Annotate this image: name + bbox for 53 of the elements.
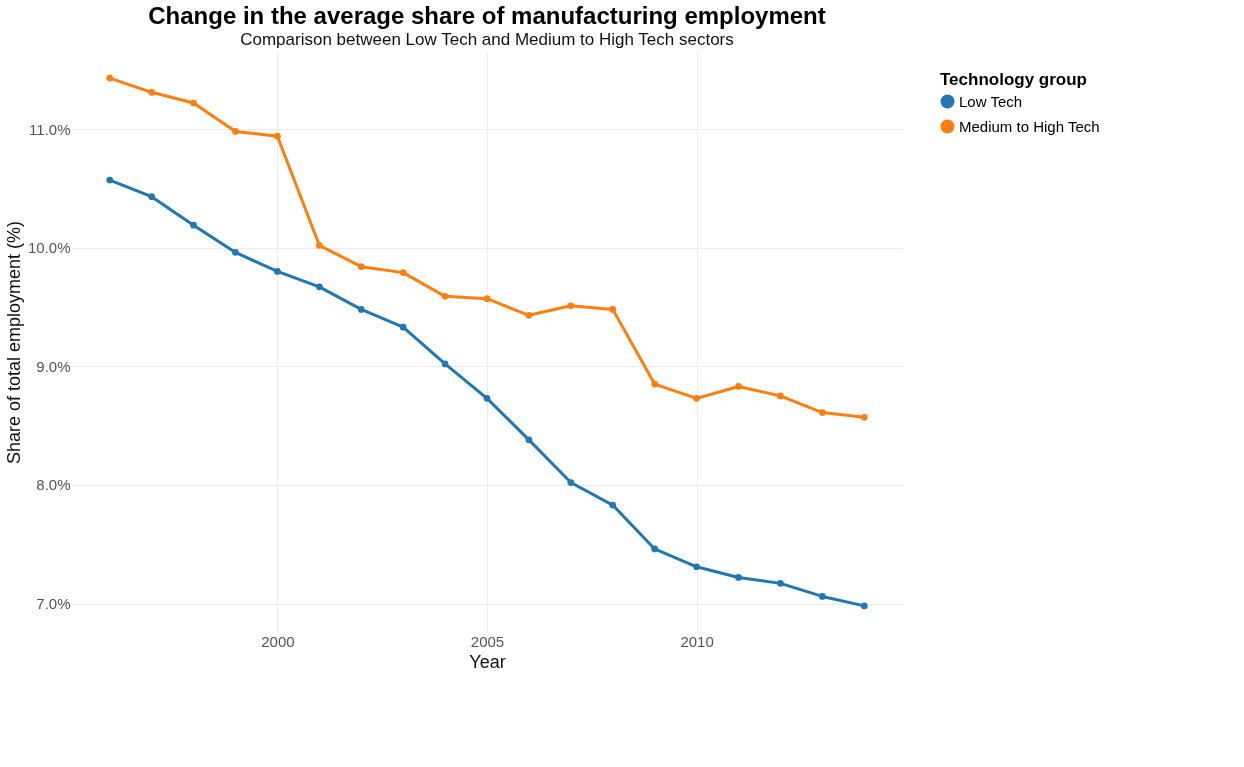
- y-axis-title: Share of total employment (%): [3, 220, 24, 465]
- point: [483, 394, 491, 402]
- point: [609, 501, 617, 509]
- point: [190, 99, 197, 107]
- point: [106, 74, 114, 82]
- point: [567, 479, 575, 486]
- point: [232, 249, 239, 256]
- point: [777, 580, 784, 587]
- point: [357, 263, 365, 271]
- point: [315, 283, 323, 291]
- point: [357, 306, 365, 313]
- x-axis-title: Year: [469, 651, 506, 672]
- point: [819, 593, 826, 600]
- point: [483, 295, 491, 303]
- point: [651, 380, 659, 388]
- point: [274, 132, 281, 140]
- point: [693, 394, 700, 402]
- point: [777, 392, 784, 400]
- legend-label: Medium to High Tech: [959, 117, 1100, 135]
- y-tick-label: 11.0%: [29, 120, 71, 138]
- legend-label: Low Tech: [959, 92, 1023, 110]
- point: [693, 563, 700, 571]
- point: [860, 413, 868, 421]
- y-tick-label: 7.0%: [36, 595, 71, 613]
- y-tick-label: 10.0%: [27, 239, 71, 257]
- point: [525, 311, 533, 319]
- point: [315, 241, 323, 249]
- point: [609, 306, 617, 313]
- x-tick-label: 2005: [470, 632, 505, 650]
- point: [525, 436, 533, 444]
- point: [190, 221, 197, 229]
- point: [441, 292, 449, 300]
- point: [232, 128, 239, 135]
- y-tick-label: 8.0%: [36, 476, 71, 494]
- x-tick-label: 2010: [680, 632, 714, 650]
- point: [441, 360, 449, 368]
- point: [274, 268, 281, 275]
- point: [148, 193, 155, 201]
- point: [399, 269, 407, 276]
- y-tick-label: 9.0%: [36, 357, 71, 375]
- chart-subtitle: Comparison between Low Tech and Medium to High Tech sectors: [240, 30, 734, 49]
- chart-title: Change in the average share of manufacturing employment: [148, 2, 826, 29]
- legend-title: Technology group: [940, 70, 1088, 89]
- point: [735, 574, 742, 581]
- point: [651, 545, 659, 553]
- point: [106, 176, 114, 184]
- point: [860, 602, 868, 610]
- point: [735, 383, 742, 390]
- point: [819, 409, 826, 416]
- x-tick-label: 2000: [261, 632, 295, 650]
- point: [148, 88, 155, 96]
- point: [567, 302, 575, 310]
- point: [399, 323, 407, 331]
